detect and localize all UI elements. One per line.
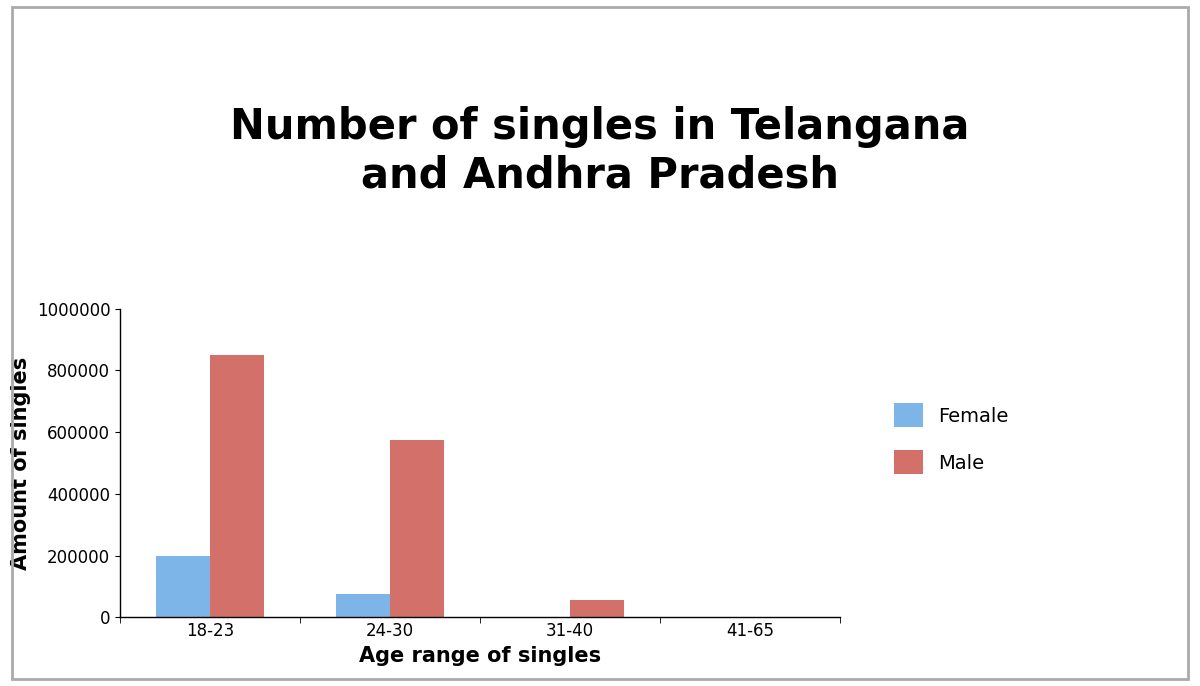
Y-axis label: Amount of singles: Amount of singles <box>11 357 31 569</box>
Bar <box>570 600 624 617</box>
Text: Number of singles in Telangana
and Andhra Pradesh: Number of singles in Telangana and Andhr… <box>230 106 970 196</box>
X-axis label: Age range of singles: Age range of singles <box>359 646 601 666</box>
Bar <box>156 556 210 617</box>
Bar <box>390 440 444 617</box>
Bar <box>336 594 390 617</box>
Legend: Female, Male: Female, Male <box>886 396 1016 482</box>
Bar <box>210 355 264 617</box>
